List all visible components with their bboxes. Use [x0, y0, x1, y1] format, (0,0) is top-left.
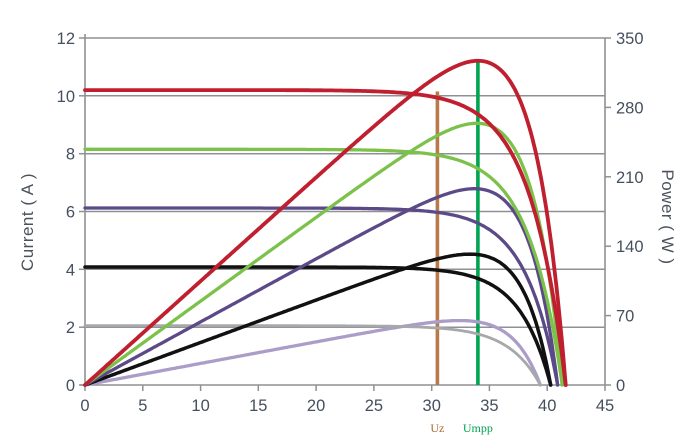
- left-tick-label: 8: [66, 146, 75, 164]
- x-tick-label: 40: [538, 397, 556, 415]
- right-tick-label: 210: [616, 169, 644, 187]
- right-tick-label: 70: [616, 308, 634, 326]
- left-tick-label: 12: [57, 30, 75, 48]
- x-tick-label: 30: [423, 397, 441, 415]
- iv-curve-5: [83, 324, 542, 387]
- pv-curve-4: [83, 252, 553, 387]
- marker-label-umpp: Umpp: [463, 421, 493, 435]
- left-tick-label: 10: [57, 88, 75, 106]
- left-tick-label: 4: [66, 261, 75, 279]
- x-tick-label: 5: [138, 397, 147, 415]
- right-tick-label: 140: [616, 238, 644, 256]
- left-tick-label: 0: [66, 377, 75, 395]
- pv-curve-2: [83, 121, 564, 387]
- x-tick-label: 45: [596, 397, 614, 415]
- right-tick-label: 280: [616, 99, 644, 117]
- right-tick-label: 0: [616, 377, 625, 395]
- x-tick-label: 35: [480, 397, 498, 415]
- iv-curve-1: [83, 88, 568, 387]
- x-tick-label: 0: [80, 397, 89, 415]
- iv-curve-2: [83, 147, 564, 387]
- left-tick-label: 6: [66, 204, 75, 222]
- x-tick-label: 10: [191, 397, 209, 415]
- right-tick-label: 350: [616, 30, 644, 48]
- x-tick-label: 15: [249, 397, 267, 415]
- x-tick-label: 20: [307, 397, 325, 415]
- iv-curve-4: [83, 265, 553, 387]
- pv-curve-3: [83, 187, 560, 387]
- pv-curve-1: [83, 58, 568, 387]
- left-tick-label: 2: [66, 319, 75, 337]
- marker-label-uz: Uz: [430, 421, 444, 435]
- x-tick-label: 25: [365, 397, 383, 415]
- iv-curve-3: [83, 206, 560, 387]
- pv-curve-5: [83, 318, 542, 387]
